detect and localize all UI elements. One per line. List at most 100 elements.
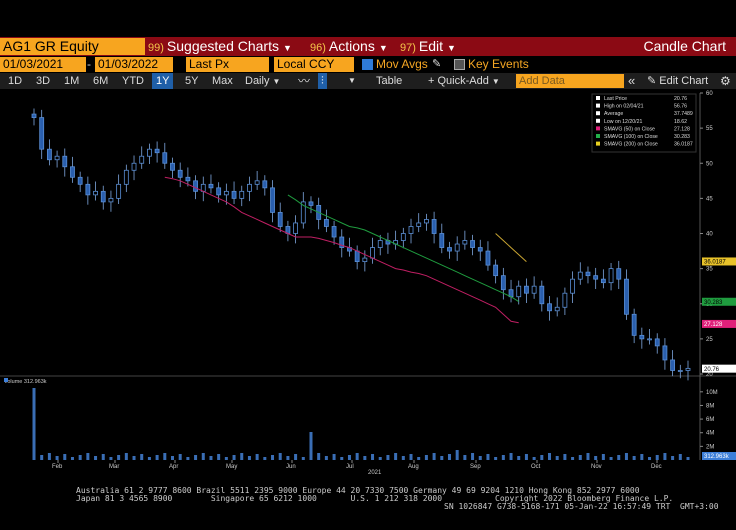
line-chart-icon[interactable]: 〰 — [298, 74, 311, 88]
volume-bar — [147, 457, 151, 460]
volume-bar — [340, 457, 344, 460]
volume-bar — [594, 456, 598, 460]
top-menu-bar — [0, 37, 736, 56]
candle-body — [354, 250, 360, 262]
volume-bar — [548, 453, 552, 460]
period-1y[interactable]: 1Y — [152, 73, 174, 89]
price-axis-label: 60 — [706, 91, 713, 97]
month-label: Nov — [591, 464, 602, 470]
candle-body — [670, 359, 676, 371]
candle-body — [77, 176, 83, 185]
volume-bar — [601, 454, 605, 460]
volume-bar — [578, 455, 582, 460]
legend-value: 20.76 — [674, 96, 687, 102]
price-tag — [702, 319, 736, 328]
candle-body — [177, 169, 183, 178]
legend-swatch — [596, 111, 600, 116]
candle-body — [208, 183, 214, 189]
volume-bar — [432, 453, 436, 460]
actions-menu[interactable]: 96) Actions ▼ — [310, 37, 388, 56]
period-5y[interactable]: 5Y — [185, 75, 199, 87]
table-button[interactable]: Table — [376, 75, 403, 87]
volume-bar — [501, 455, 505, 460]
chart-background — [0, 89, 736, 530]
edit-menu[interactable]: 97) Edit ▼ — [400, 37, 456, 56]
volume-bar — [124, 453, 128, 460]
volume-bar — [109, 457, 113, 460]
caret-down-icon: ▼ — [491, 77, 500, 86]
chart-type-caret-icon[interactable]: ▼ — [348, 76, 356, 85]
candle-body — [216, 187, 222, 196]
quick-add-label: + Quick-Add — [428, 75, 489, 87]
mov-avgs-label[interactable]: Mov Avgs — [376, 57, 428, 71]
volume-axis-label: 6M — [706, 417, 714, 423]
candle-body — [362, 257, 368, 262]
legend-value: 56.76 — [674, 104, 687, 110]
candle-body — [454, 243, 460, 252]
frequency-label: Daily — [245, 75, 270, 87]
period-ytd[interactable]: YTD — [122, 75, 144, 87]
quick-add-button[interactable]: + Quick-Add ▼ — [428, 73, 500, 89]
add-data-input[interactable]: Add Data — [516, 74, 624, 88]
candle-body — [524, 285, 529, 294]
candle-body — [193, 180, 198, 192]
key-events-label[interactable]: Key Events — [468, 57, 529, 71]
volume-bar — [678, 454, 682, 460]
candle-body — [277, 212, 283, 227]
mov-avgs-checkbox[interactable] — [362, 59, 373, 70]
candle-body — [46, 148, 52, 161]
gear-icon[interactable]: ⚙ — [720, 74, 731, 88]
candle-body — [539, 285, 545, 305]
ticker-field[interactable]: AG1 GR Equity — [0, 38, 145, 55]
volume-bar — [40, 455, 44, 460]
legend-label: High on 02/04/21 — [604, 104, 644, 110]
start-date-field[interactable]: 01/03/2021 — [0, 57, 86, 72]
field-selector[interactable]: Last Px — [186, 57, 269, 72]
year-label: 2021 — [368, 470, 382, 476]
candle-body — [293, 222, 299, 234]
candle-body — [570, 278, 575, 294]
collapse-icon[interactable]: « — [628, 73, 636, 88]
candle-body — [54, 155, 60, 161]
currency-selector[interactable]: Local CCY — [274, 57, 354, 72]
volume-bar — [632, 456, 636, 460]
period-1m[interactable]: 1M — [64, 75, 80, 87]
candle-body — [139, 155, 145, 164]
key-events-checkbox[interactable] — [454, 59, 465, 70]
candle-body — [85, 183, 91, 196]
candle-body — [470, 240, 475, 248]
volume-bar — [640, 454, 644, 460]
candle-body — [154, 148, 160, 154]
period-1d[interactable]: 1D — [8, 75, 23, 87]
volume-bar — [170, 456, 174, 460]
suggested-charts-menu[interactable]: 99) Suggested Charts ▼ — [148, 37, 292, 56]
price-chart[interactable]: 60555045403530252036.018730.28327.12820.… — [0, 89, 736, 530]
volume-bar — [347, 455, 351, 460]
candle-body — [531, 285, 537, 294]
candle-chart-icon[interactable]: ⫶ — [318, 73, 327, 89]
volume-bar — [178, 454, 182, 460]
volume-bar — [486, 454, 490, 460]
candle-body — [262, 180, 268, 189]
volume-tag-label: 312.963k — [704, 454, 730, 460]
end-date-field[interactable]: 01/03/2022 — [95, 57, 173, 72]
period-3d[interactable]: 3D — [36, 75, 51, 87]
candle-body — [308, 201, 314, 206]
candle-body — [70, 166, 75, 178]
footer-line-1: Australia 61 2 9777 8600 Brazil 5511 239… — [76, 486, 640, 495]
candle-body — [585, 271, 591, 277]
edit-chart-button[interactable]: ✎ Edit Chart — [647, 73, 708, 89]
volume-bar — [586, 453, 590, 460]
volume-bar — [63, 454, 67, 460]
volume-bar — [424, 455, 428, 460]
candle-body — [439, 233, 445, 248]
pencil-icon[interactable]: ✎ — [432, 58, 442, 70]
volume-bar — [240, 453, 244, 460]
period-6m[interactable]: 6M — [93, 75, 109, 87]
volume-bar — [186, 457, 190, 460]
toolbar — [0, 73, 736, 89]
frequency-selector[interactable]: Daily ▼ — [245, 73, 280, 89]
candle-body — [662, 345, 668, 361]
period-max[interactable]: Max — [212, 75, 233, 87]
legend-label: SMAVG (100) on Close — [604, 134, 658, 140]
